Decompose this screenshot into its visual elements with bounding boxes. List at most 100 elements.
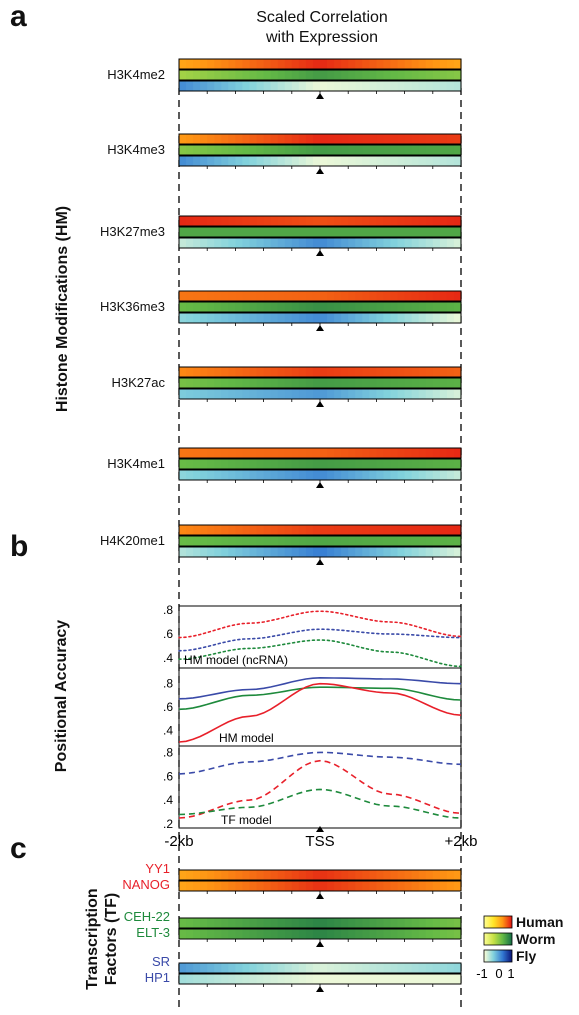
heatmap-tf-NANOG-bottom-cell [425,881,434,891]
heatmap-H4K20me1-worm-cell [312,536,321,546]
heatmap-H3K4me2-fly-cell [369,81,377,91]
heatmap-H3K27ac-worm-border [178,377,462,389]
heatmap-H3K4me2-human-cell [418,59,427,69]
heatmap-H3K4me2-worm-cell [277,70,286,80]
heatmap-H3K27me3-human-cell [327,216,335,226]
heatmap-tf-ELT-3-bottom-cell [362,929,370,939]
heatmap-H3K27me3-fly-cell [327,238,335,248]
heatmap-H3K4me1-human-cell [362,448,370,458]
heatmap-H3K4me1-fly-cell [249,470,258,480]
heatmap-H3K4me3-fly-cell [263,156,272,166]
heatmap-H3K4me1-worm-cell [439,459,448,469]
heatmap-H3K27me3-human-cell [404,216,413,226]
heatmap-tf-CEH-22-top-cell [214,918,222,928]
heatmap-tf-HP1-bottom-cell [334,974,342,984]
heatmap-H3K4me1-fly-cell [291,470,300,480]
heatmap-H3K27me3-fly-cell [291,238,300,248]
heatmap-H3K4me1-human-cell [411,448,420,458]
heatmap-H4K20me1-fly-cell [376,547,385,557]
heatmap-H3K36me3-worm-cell [334,302,342,312]
heatmap-H3K27ac-fly-cell [453,389,462,399]
heatmap-H3K4me1-worm-cell [179,459,187,469]
heatmap-H4K20me1-fly-cell [207,547,215,557]
heatmap-tf-CEH-22-top-cell [207,918,215,928]
heatmap-H3K4me1-worm-cell [411,459,420,469]
heatmap-H3K27me3-human-cell [193,216,201,226]
heatmap-H3K27me3-worm-cell [418,227,427,237]
heatmap-H3K4me3-human-cell [327,134,335,144]
heatmap-H3K36me3-worm-cell [179,302,187,312]
heatmap-H3K4me1-fly-cell [425,470,434,480]
heatmap-H3K27ac-human-cell [235,367,244,377]
heatmap-H3K36me3-worm-cell [327,302,335,312]
heatmap-H3K27me3-human-cell [200,216,208,226]
heatmap-H3K4me3-human-cell [348,134,356,144]
heatmap-tf-CEH-22-top-cell [439,918,448,928]
heatmap-H3K27me3-worm-cell [376,227,385,237]
heatmap-H3K27me3-worm-cell [341,227,349,237]
heatmap-tf-SR-top-cell [453,963,462,973]
heatmap-H3K36me3-human-cell [397,291,406,301]
heatmap-H3K27me3-human-cell [369,216,377,226]
heatmap-tf-NANOG-bottom-cell [256,881,265,891]
y-tick-label: .4 [163,651,173,665]
heatmap-H3K4me3-fly-cell [277,156,286,166]
heatmap-tf-HP1-bottom-cell [228,974,236,984]
heatmap-H3K4me2-human-cell [242,59,251,69]
heatmap-tf-NANOG-bottom-cell [383,881,392,891]
heatmap-H3K27me3-fly-cell [376,238,385,248]
heatmap-H3K4me1-human-cell [341,448,349,458]
heatmap-tf-CEH-22-top-cell [242,918,251,928]
heatmap-H3K27ac-human-cell [397,367,406,377]
heatmap-H4K20me1-worm-cell [355,536,363,546]
heatmap-H3K4me1-worm-cell [327,459,335,469]
heatmap-H4K20me1-human-cell [425,525,434,535]
heatmap-H3K36me3-human-cell [235,291,244,301]
heatmap-tf-NANOG-bottom-cell [214,881,222,891]
heatmap-H3K27ac-human-cell [411,367,420,377]
heatmap-tf-SR-top-cell [390,963,399,973]
heatmap-H3K27ac-fly-cell [425,389,434,399]
heatmap-H4K20me1-worm-cell [298,536,307,546]
heatmap-H3K4me3-worm-cell [291,145,300,155]
heatmap-H3K4me2-worm-cell [334,70,342,80]
heatmap-H3K4me1-fly-cell [390,470,399,480]
heatmap-H3K36me3-human-cell [327,291,335,301]
heatmap-tf-NANOG-bottom-cell [355,881,363,891]
heatmap-tf-SR-top-cell [207,963,215,973]
heatmap-H3K4me3-human-cell [256,134,265,144]
heatmap-H3K36me3-fly-cell [411,313,420,323]
heatmap-H3K27ac-human-cell [242,367,251,377]
heatmap-tf-HP1-bottom-cell [207,974,215,984]
heatmap-tf-CEH-22-top-cell [221,918,229,928]
heatmap-H3K27me3-worm-cell [362,227,370,237]
heatmap-H3K4me1-human-cell [312,448,321,458]
heatmap-H3K27ac-fly-cell [270,389,279,399]
heatmap-H3K27ac-human-cell [334,367,342,377]
heatmap-H3K27ac-fly-cell [446,389,455,399]
heatmap-tf-SR-top-cell [179,963,187,973]
heatmap-H4K20me1-fly-cell [453,547,462,557]
heatmap-tf-YY1-top-border [178,869,462,881]
heatmap-H3K36me3-fly-cell [214,313,222,323]
heatmap-H3K27ac-worm-cell [200,378,208,388]
heatmap-H3K4me1-human-cell [453,448,462,458]
heatmap-H4K20me1-worm-cell [200,536,208,546]
heatmap-H3K36me3-fly-cell [186,313,194,323]
heatmap-H3K4me2-worm-cell [193,70,201,80]
heatmap-H3K27ac-fly-cell [284,389,293,399]
heatmap-H3K4me3-fly-cell [235,156,244,166]
heatmap-tf-NANOG-bottom-cell [327,881,335,891]
heatmap-H3K27me3-worm-cell [320,227,328,237]
heatmap-H3K27ac-worm-cell [193,378,201,388]
heatmap-tf-NANOG-bottom-cell [235,881,244,891]
heatmap-tf-ELT-3-bottom-cell [383,929,392,939]
heatmap-tf-NANOG-bottom-cell [186,881,194,891]
heatmap-H4K20me1-fly-cell [305,547,314,557]
heatmap-H3K4me3-human-cell [453,134,462,144]
heatmap-tf-SR-top-cell [193,963,201,973]
heatmap-tf-CEH-22-top-cell [404,918,413,928]
heatmap-tf-HP1-bottom [178,973,462,985]
heatmap-tf-ELT-3-bottom-cell [291,929,300,939]
heatmap-tf-ELT-3-bottom-cell [249,929,258,939]
